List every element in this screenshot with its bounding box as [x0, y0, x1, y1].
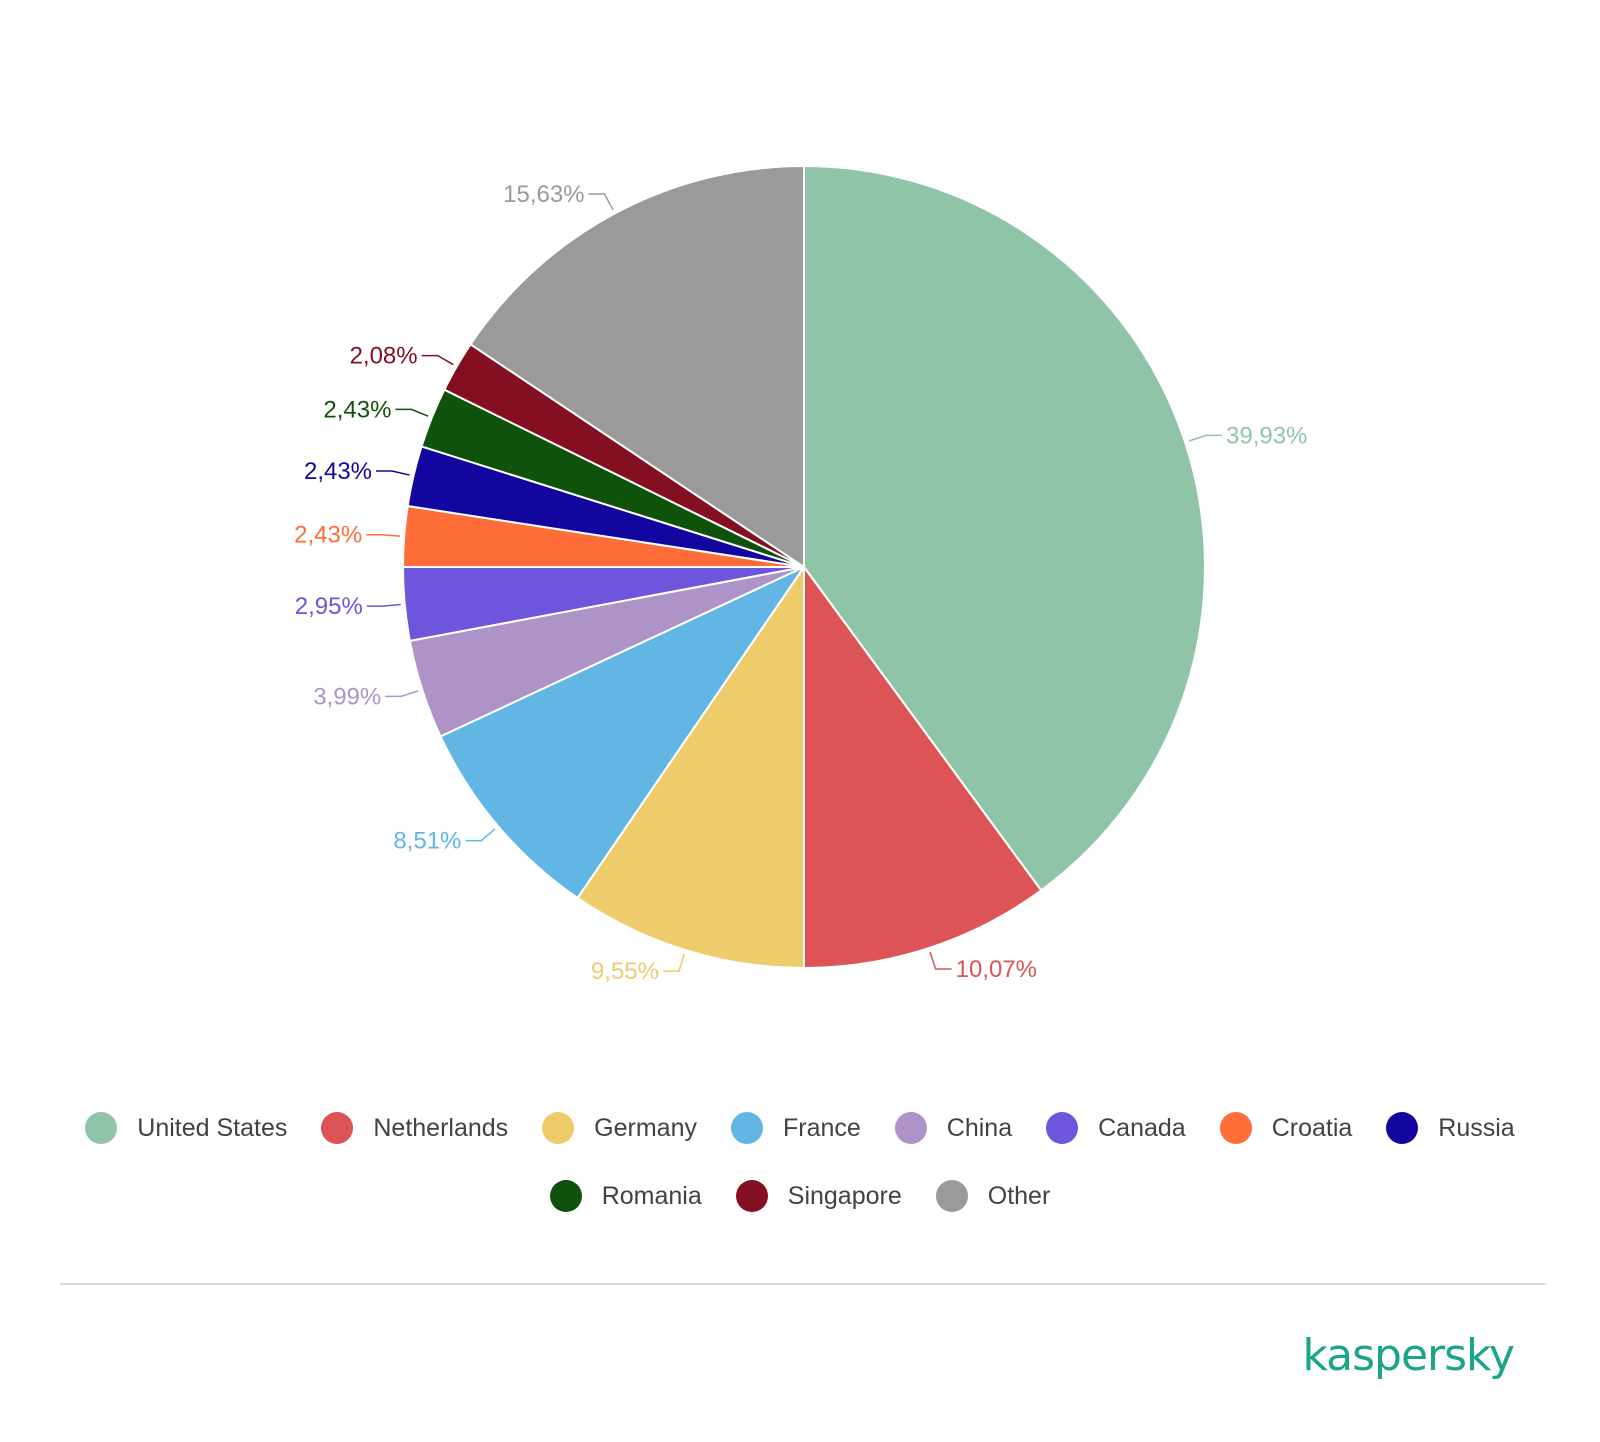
pie-slices	[402, 165, 1206, 969]
value-label-other: 15,63%	[503, 181, 584, 208]
leader-line-germany	[662, 953, 686, 972]
value-label-singapore: 2,08%	[350, 343, 418, 370]
legend-swatch-russia	[1386, 1112, 1419, 1144]
legend-label-netherlands: Netherlands	[373, 1113, 509, 1142]
legend-item-singapore: Singapore	[735, 1180, 902, 1212]
leader-line-croatia	[366, 533, 401, 537]
legend-label-france: France	[782, 1113, 861, 1142]
value-label-france: 8,51%	[393, 828, 461, 855]
legend-item-romania: Romania	[549, 1180, 702, 1212]
value-label-united-states: 39,93%	[1226, 422, 1307, 449]
pie-slice-france	[439, 566, 805, 899]
value-label-canada: 2,95%	[295, 593, 363, 620]
pie-slice-united-states	[803, 165, 1206, 892]
pie-slice-germany	[576, 566, 805, 969]
legend-item-france: France	[730, 1112, 861, 1144]
label-leader-lines	[366, 193, 1223, 972]
legend-label-germany: Germany	[594, 1113, 697, 1142]
legend-item-germany: Germany	[542, 1112, 697, 1144]
legend-item-netherlands: Netherlands	[321, 1112, 508, 1144]
legend-swatch-united-states	[85, 1112, 118, 1144]
legend-swatch-france	[730, 1112, 763, 1144]
legend-item-other: Other	[935, 1180, 1051, 1212]
legend-label-other: Other	[987, 1181, 1051, 1210]
legend-item-united-states: United States	[85, 1112, 287, 1144]
legend-swatch-singapore	[735, 1180, 768, 1212]
legend-label-united-states: United States	[137, 1113, 288, 1142]
leader-line-france	[465, 828, 496, 842]
pie-chart: 39,93% 10,07% 9,55% 8,51% 3,99% 2,95% 2,43% 2,4…	[294, 165, 1307, 985]
legend-item-croatia: Croatia	[1219, 1112, 1353, 1144]
slice-value-labels: 39,93% 10,07% 9,55% 8,51% 3,99% 2,95% 2,43% 2,4…	[294, 181, 1307, 985]
leader-line-romania	[395, 408, 429, 417]
legend-label-canada: Canada	[1098, 1113, 1186, 1142]
legend-item-canada: Canada	[1046, 1112, 1186, 1144]
leader-line-russia	[376, 470, 410, 476]
leader-line-netherlands	[929, 951, 952, 970]
value-label-croatia: 2,43%	[294, 522, 362, 549]
legend-label-croatia: Croatia	[1271, 1113, 1353, 1142]
legend-swatch-other	[935, 1180, 968, 1212]
value-label-netherlands: 10,07%	[956, 956, 1037, 983]
legend-swatch-croatia	[1219, 1112, 1252, 1144]
legend-label-russia: Russia	[1438, 1113, 1515, 1142]
legend-row-2: Romania Singapore Other	[0, 1180, 1600, 1212]
legend-row-1: United States Netherlands Germany France Chi…	[0, 1112, 1600, 1144]
legend-swatch-canada	[1046, 1112, 1079, 1144]
legend-swatch-romania	[549, 1180, 582, 1212]
pie-slice-other	[469, 165, 805, 568]
legend-swatch-netherlands	[321, 1112, 354, 1144]
legend-swatch-china	[894, 1112, 927, 1144]
legend-label-china: China	[946, 1113, 1013, 1142]
value-label-russia: 2,43%	[304, 458, 372, 485]
legend-item-china: China	[894, 1112, 1013, 1144]
leader-line-singapore	[421, 354, 454, 366]
kaspersky-logo: kaspersky	[1302, 1330, 1515, 1381]
footer-divider	[60, 1283, 1546, 1285]
leader-line-other	[588, 193, 614, 211]
legend-label-romania: Romania	[601, 1181, 702, 1210]
pie-slice-netherlands	[803, 566, 1043, 969]
value-label-china: 3,99%	[313, 683, 381, 710]
legend-item-russia: Russia	[1386, 1112, 1515, 1144]
legend-swatch-germany	[542, 1112, 575, 1144]
leader-line-canada	[366, 603, 401, 607]
value-label-romania: 2,43%	[323, 396, 391, 423]
leader-line-china	[385, 690, 419, 698]
value-label-germany: 9,55%	[591, 958, 659, 985]
leader-line-united-states	[1188, 434, 1223, 442]
legend-label-singapore: Singapore	[787, 1181, 902, 1210]
